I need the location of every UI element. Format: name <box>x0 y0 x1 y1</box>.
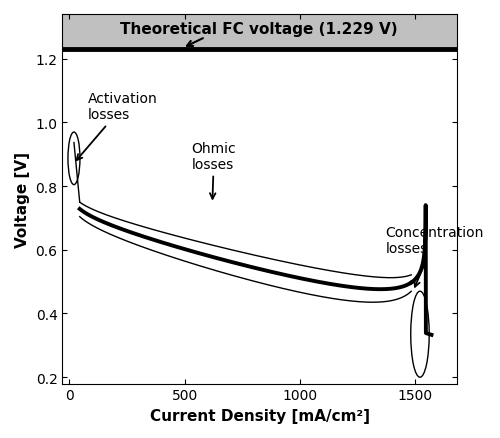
Text: Theoretical FC voltage (1.229 V): Theoretical FC voltage (1.229 V) <box>120 22 398 37</box>
Text: Concentration
losses: Concentration losses <box>386 226 484 287</box>
X-axis label: Current Density [mA/cm²]: Current Density [mA/cm²] <box>150 408 370 423</box>
Text: Ohmic
losses: Ohmic losses <box>192 141 236 199</box>
Text: Activation
losses: Activation losses <box>76 92 158 161</box>
Bar <box>62 15 457 50</box>
Y-axis label: Voltage [V]: Voltage [V] <box>15 152 30 247</box>
